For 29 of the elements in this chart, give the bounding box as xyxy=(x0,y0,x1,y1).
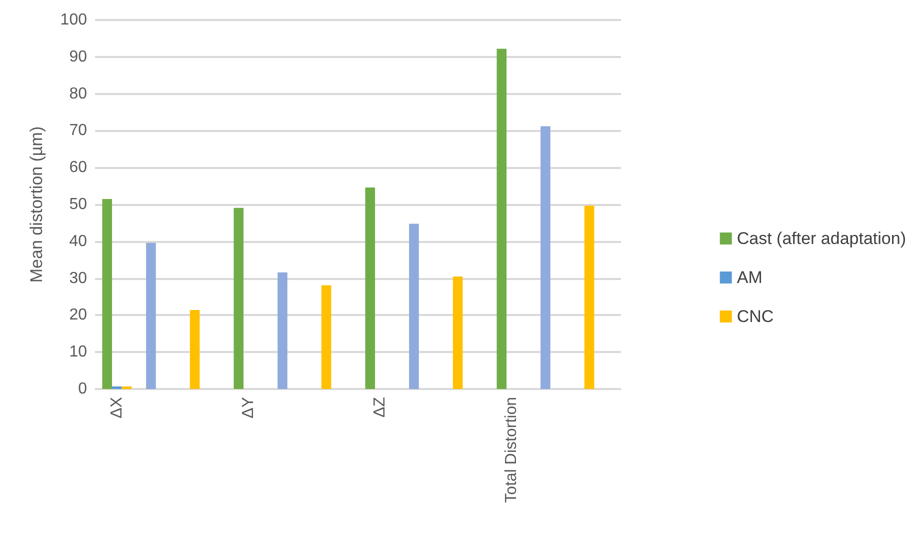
bar xyxy=(496,48,507,389)
y-tick-label: 80 xyxy=(69,85,88,102)
bar xyxy=(112,386,122,389)
x-tick-label: Total Distortion xyxy=(502,397,520,503)
y-tick-label: 0 xyxy=(78,380,88,398)
y-tick-label: 90 xyxy=(69,48,88,66)
bar xyxy=(102,198,112,389)
bar xyxy=(234,208,244,389)
bar xyxy=(278,272,288,389)
x-tick-label: ΔZ xyxy=(371,396,388,418)
y-tick-label: 50 xyxy=(69,196,88,213)
y-tick-label: 40 xyxy=(69,232,88,250)
y-axis-title: Mean distortion (µm) xyxy=(27,126,46,283)
legend-label: AM xyxy=(736,268,762,287)
y-tick-label: 30 xyxy=(69,270,88,287)
y-tick-label: 20 xyxy=(69,306,88,324)
y-tick-label: 100 xyxy=(60,12,88,28)
y-tick-label: 60 xyxy=(69,159,88,176)
bar xyxy=(146,242,156,389)
legend-label: CNC xyxy=(736,307,774,326)
legend-label: Cast (after adaptation) xyxy=(736,229,906,248)
y-tick-label: 70 xyxy=(69,122,88,140)
bar xyxy=(540,126,550,389)
bar xyxy=(409,224,419,389)
x-tick-label: ΔY xyxy=(240,396,257,418)
x-tick-label: ΔX xyxy=(108,396,126,418)
bar xyxy=(365,188,376,389)
bar xyxy=(122,386,132,389)
y-tick-label: 10 xyxy=(69,344,88,361)
